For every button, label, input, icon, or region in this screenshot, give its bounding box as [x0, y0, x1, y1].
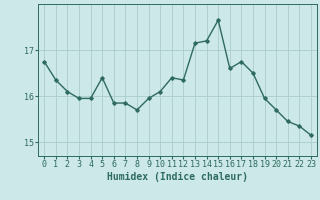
X-axis label: Humidex (Indice chaleur): Humidex (Indice chaleur) — [107, 172, 248, 182]
